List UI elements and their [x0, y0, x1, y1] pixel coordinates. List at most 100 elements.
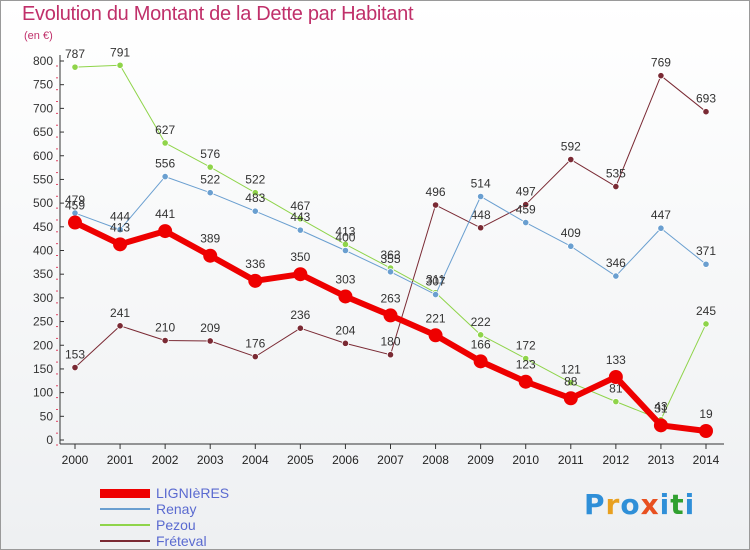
- data-point: [567, 379, 575, 387]
- data-label: 123: [516, 358, 536, 372]
- y-tick-label: 400: [33, 244, 53, 258]
- data-label: 204: [335, 323, 355, 337]
- series-freteval: 153 241 210 209 176 236 204 180 496 448 497 592 535 7…: [65, 56, 716, 372]
- y-tick-label: 0: [46, 433, 53, 447]
- x-tick-label: 2001: [107, 453, 134, 467]
- x-tick-label: 2003: [197, 453, 224, 467]
- legend-label: Renay: [156, 501, 197, 517]
- data-point: [71, 63, 79, 71]
- y-tick-label: 650: [33, 125, 53, 139]
- data-label: 210: [155, 321, 175, 335]
- x-tick-label: 2004: [242, 453, 269, 467]
- y-tick-label: 150: [33, 362, 53, 376]
- data-label: 448: [471, 208, 491, 222]
- data-label: 443: [290, 210, 310, 224]
- x-tick-label: 2000: [62, 453, 89, 467]
- data-point: [477, 192, 485, 201]
- series-lignieres: 459 413 441 389 336 350 303 263 221 166 123 88 133 31…: [65, 199, 713, 438]
- data-point: [161, 336, 169, 345]
- data-label: 209: [200, 321, 220, 335]
- legend-item: Fréteval: [100, 533, 229, 549]
- data-label: 483: [245, 191, 265, 205]
- x-tick-label: 2002: [152, 453, 179, 467]
- data-point: [699, 423, 713, 438]
- data-label: 627: [155, 123, 175, 137]
- legend-item: Renay: [100, 501, 229, 517]
- data-label: 172: [516, 339, 536, 353]
- y-tick-label: 550: [33, 172, 53, 186]
- data-label: 693: [696, 92, 716, 106]
- legend-label: LIGNIèRES: [156, 485, 230, 501]
- data-label: 166: [471, 337, 491, 351]
- data-point: [477, 224, 485, 232]
- x-tick-label: 2014: [693, 453, 720, 467]
- data-point: [251, 353, 259, 361]
- y-tick-label: 300: [33, 291, 53, 305]
- data-label: 303: [335, 272, 355, 286]
- y-tick-label: 600: [33, 149, 53, 163]
- data-point: [702, 320, 710, 328]
- data-label: 787: [65, 47, 85, 61]
- x-tick-label: 2006: [332, 453, 359, 467]
- data-point: [296, 324, 304, 332]
- data-point: [248, 273, 263, 288]
- data-label: 176: [245, 337, 265, 351]
- data-point: [567, 242, 575, 250]
- data-label: 592: [561, 140, 581, 154]
- y-tick-label: 450: [33, 220, 53, 234]
- data-label: 88: [564, 374, 578, 388]
- data-point: [113, 237, 128, 252]
- data-point: [68, 215, 82, 230]
- data-label: 497: [516, 185, 536, 199]
- series-renay: 479 444 556 522 483 443 400 355 307 514 459 409 346 4…: [65, 157, 716, 299]
- data-label: 576: [200, 147, 220, 161]
- data-point: [428, 328, 443, 343]
- y-tick-label: 200: [33, 338, 53, 352]
- data-label: 444: [110, 210, 130, 224]
- data-point: [657, 72, 665, 80]
- data-point: [431, 201, 440, 209]
- data-label: 31: [654, 401, 668, 415]
- data-label: 336: [245, 257, 265, 271]
- data-point: [341, 339, 350, 347]
- data-label: 307: [426, 275, 446, 289]
- data-label: 556: [155, 157, 175, 171]
- data-point: [608, 369, 623, 384]
- legend-swatch: [100, 488, 150, 498]
- data-point: [116, 226, 124, 234]
- data-label: 459: [516, 203, 536, 217]
- data-point: [206, 337, 214, 345]
- x-tick-label: 2013: [648, 453, 675, 467]
- data-point: [612, 398, 620, 406]
- data-point: [386, 268, 395, 276]
- data-point: [116, 322, 124, 330]
- legend-swatch: [100, 508, 150, 510]
- data-point: [657, 224, 665, 232]
- data-label: 346: [606, 256, 626, 270]
- data-label: 535: [606, 167, 626, 181]
- data-label: 514: [471, 176, 491, 190]
- y-tick-label: 100: [33, 386, 53, 400]
- data-point: [653, 418, 668, 433]
- x-tick-label: 2010: [512, 453, 539, 467]
- data-point: [383, 308, 398, 323]
- data-point: [296, 226, 304, 234]
- data-point: [702, 108, 710, 116]
- data-point: [522, 200, 530, 209]
- data-label: 409: [561, 226, 581, 240]
- data-point: [477, 331, 485, 339]
- chart-axes: 0 50 100 150 200 250 300 350 400 450 500 550 600 650 7…: [33, 54, 724, 467]
- y-tick-label: 250: [33, 315, 53, 329]
- series-pezou: 787 7916275765224674133633112221721218143…: [65, 45, 716, 424]
- data-point: [251, 189, 259, 197]
- data-point: [206, 163, 214, 171]
- data-point: [473, 354, 488, 369]
- data-label: 180: [380, 335, 400, 349]
- data-label: 522: [200, 173, 220, 187]
- x-tick-label: 2005: [287, 453, 314, 467]
- x-tick-label: 2011: [558, 453, 584, 467]
- data-point: [158, 224, 173, 239]
- data-label: 467: [290, 199, 310, 213]
- data-label: 400: [335, 231, 355, 245]
